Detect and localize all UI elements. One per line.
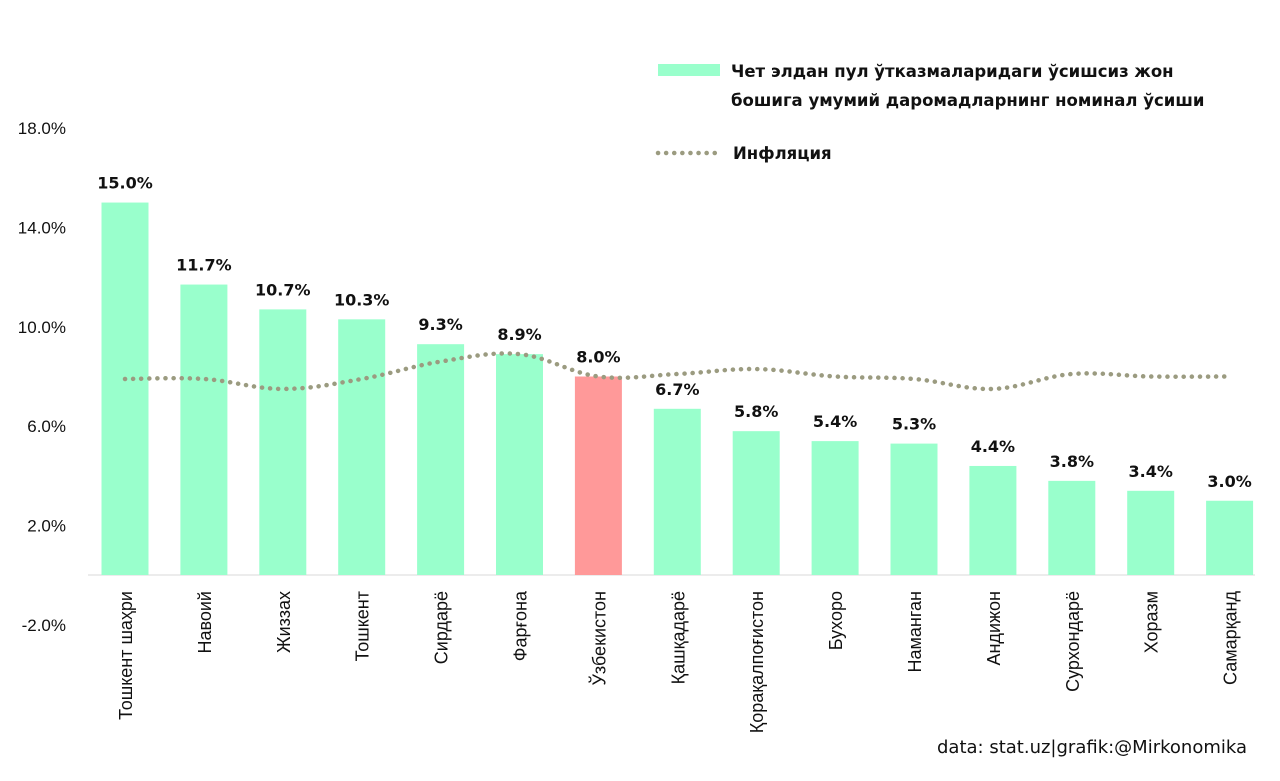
y-axis-ticks: 18.0% 14.0% 10.0% 6.0% 2.0% -2.0% xyxy=(18,119,66,635)
bar xyxy=(259,309,307,575)
data-label: 9.3% xyxy=(418,315,462,334)
bar xyxy=(653,408,701,575)
data-label: 8.9% xyxy=(497,325,541,344)
source-credit: data: stat.uz|grafik:@Mirkonomika xyxy=(937,737,1247,758)
x-tick-label: Андижон xyxy=(984,591,1004,666)
x-tick-label: Фарғона xyxy=(511,590,531,661)
data-labels: 15.0% 11.7% 10.7% 10.3% 9.3% 8.9% 8.0% 6.7% 5.8%… xyxy=(97,174,1252,491)
y-tick-label: -2.0% xyxy=(22,616,66,635)
bar xyxy=(1127,490,1175,575)
data-label: 8.0% xyxy=(576,348,620,367)
data-label: 5.8% xyxy=(734,402,778,421)
data-label: 6.7% xyxy=(655,380,699,399)
data-label: 11.7% xyxy=(176,256,232,275)
x-tick-label: Сурхондарё xyxy=(1063,591,1083,692)
bar-series xyxy=(101,202,1254,576)
x-tick-label: Тошкент шаҳри xyxy=(116,591,136,720)
inflation-line xyxy=(122,351,1232,392)
y-tick-label: 2.0% xyxy=(27,517,66,536)
y-tick-label: 14.0% xyxy=(18,218,66,237)
bar xyxy=(1048,480,1096,575)
data-label: 5.4% xyxy=(813,412,857,431)
bar xyxy=(732,431,780,575)
bar xyxy=(574,376,622,575)
legend-bar-swatch xyxy=(658,64,720,76)
x-tick-label: Наманган xyxy=(905,591,925,672)
legend-bar-label-line-1: Чет элдан пул ўтказмаларидаги ўсишсиз жо… xyxy=(731,62,1174,81)
data-label: 10.7% xyxy=(255,280,311,299)
legend-bar-label-line-2: бошига умумий даромадларнинг номинал ўси… xyxy=(731,91,1204,110)
legend: Чет элдан пул ўтказмаларидаги ўсишсиз жо… xyxy=(655,62,1204,163)
data-label: 3.0% xyxy=(1207,472,1251,491)
y-tick-label: 6.0% xyxy=(27,417,66,436)
x-tick-label: Самарқанд xyxy=(1221,591,1241,685)
bar xyxy=(180,284,228,575)
legend-line-label: Инфляция xyxy=(733,144,832,163)
data-label: 3.8% xyxy=(1050,452,1094,471)
bar xyxy=(1206,500,1254,575)
bar xyxy=(496,354,543,575)
data-label: 15.0% xyxy=(97,174,153,193)
x-tick-label: Ўзбекистон xyxy=(588,591,609,686)
data-label: 10.3% xyxy=(334,290,390,309)
bar xyxy=(417,344,465,575)
y-tick-label: 10.0% xyxy=(18,318,66,337)
x-tick-label: Навоий xyxy=(195,591,215,654)
inflation-line-series xyxy=(122,351,1232,392)
bar xyxy=(101,202,149,576)
x-tick-label: Жиззах xyxy=(274,591,294,653)
x-tick-label: Қашқадарё xyxy=(668,591,688,684)
y-tick-label: 18.0% xyxy=(18,119,66,138)
bar xyxy=(969,465,1017,575)
data-label: 5.3% xyxy=(892,415,936,434)
data-label: 3.4% xyxy=(1129,462,1173,481)
bar xyxy=(890,443,938,575)
x-tick-label: Тошкент xyxy=(353,591,373,661)
x-axis-ticks: Тошкент шаҳри Навоий Жиззах Тошкент Сирдарё Ф… xyxy=(116,590,1241,733)
x-tick-label: Хоразм xyxy=(1142,591,1162,653)
bar xyxy=(811,441,859,575)
bar xyxy=(338,319,386,575)
data-label: 4.4% xyxy=(971,437,1015,456)
x-tick-label: Сирдарё xyxy=(432,591,452,664)
x-tick-label: Бухоро xyxy=(826,591,846,650)
x-tick-label: Қорақалпоғистон xyxy=(747,591,767,733)
